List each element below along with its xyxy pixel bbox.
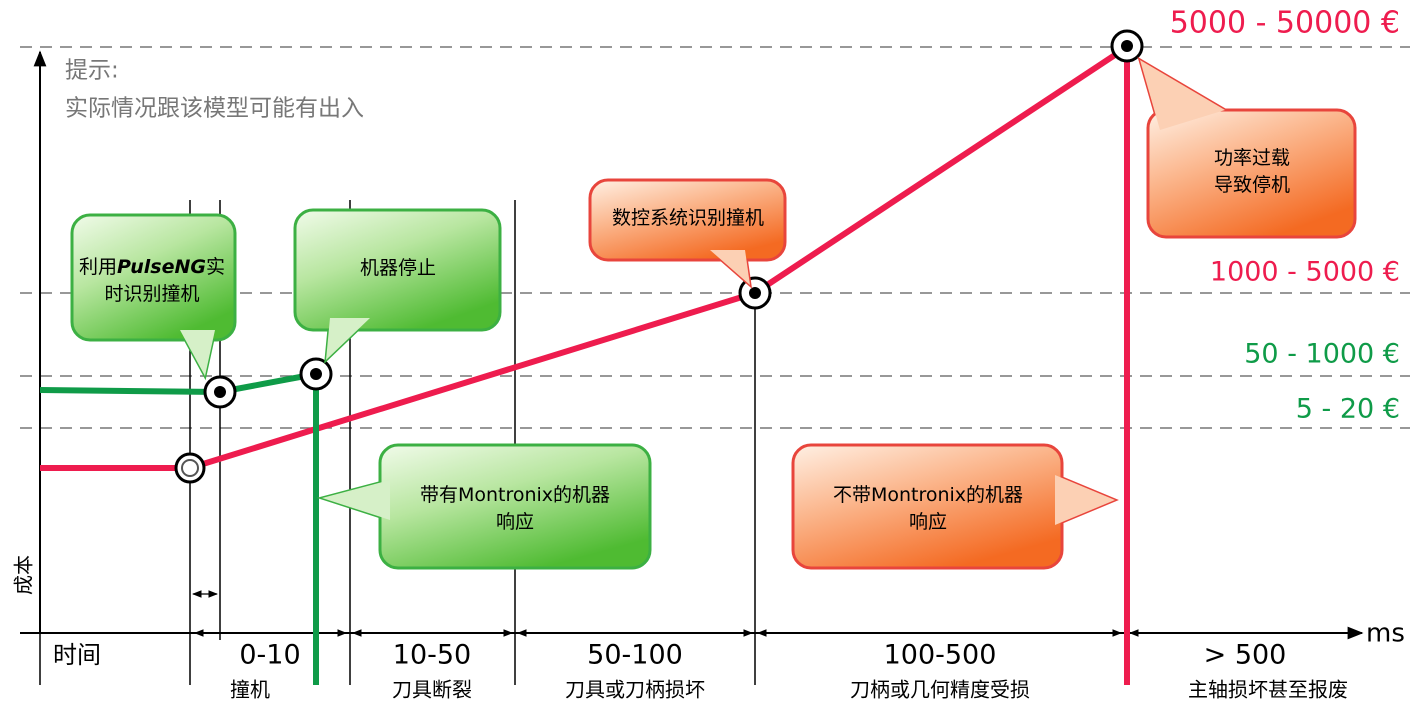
- callout-tail-cover: [710, 250, 750, 285]
- callout-text-run: 实: [206, 256, 225, 278]
- interval-range: > 500: [1204, 640, 1287, 671]
- callout-text-run: 利用: [79, 256, 117, 278]
- cost-level-lines: [20, 46, 1410, 429]
- callout-box: [791, 443, 1064, 570]
- interval-label: 刀柄或几何精度受损: [850, 678, 1030, 702]
- interval-range: 50-100: [587, 640, 683, 671]
- callout-text: 响应: [909, 511, 947, 533]
- callout-text: 功率过载: [1214, 147, 1290, 169]
- interval-label: 刀具或刀柄损坏: [565, 678, 705, 702]
- callout-text-run: 数控系统识别撞机: [612, 207, 764, 229]
- interval-label: 撞机: [230, 678, 270, 702]
- callout-text: 利用PulseNG实: [79, 256, 225, 278]
- callout-text-run: 时识别撞机: [104, 283, 199, 305]
- interval-range: 10-50: [393, 640, 471, 671]
- callout-text: 数控系统识别撞机: [612, 207, 764, 229]
- callout: 数控系统识别撞机: [588, 178, 787, 289]
- callout-text-run: 功率过载: [1214, 147, 1290, 169]
- callout-box: [1146, 108, 1357, 239]
- callout-text: 导致停机: [1214, 174, 1290, 196]
- callout-tail-cover: [326, 318, 370, 360]
- callout-text-run: 机器停止: [360, 257, 436, 279]
- callout-text-run: 响应: [909, 511, 947, 533]
- time-label: 时间: [53, 641, 101, 669]
- callout-text: 机器停止: [360, 257, 436, 279]
- x-unit: ms: [1366, 619, 1405, 649]
- event-points: [174, 29, 1144, 484]
- cost-level-label: 5000 - 50000 €: [1170, 6, 1400, 41]
- callout-text: 带有Montronix的机器: [420, 484, 610, 506]
- callout-tail-cover: [322, 480, 390, 520]
- cost-without-montronix: [40, 44, 1129, 471]
- callout-box: [378, 443, 652, 570]
- interval-range: 100-500: [884, 640, 997, 671]
- callout-tail-cover: [1140, 60, 1225, 130]
- callout-text: 时识别撞机: [104, 283, 199, 305]
- note-text: 实际情况跟该模型可能有出入: [65, 96, 364, 122]
- callout-box: [293, 208, 502, 332]
- interval-label: 刀具断裂: [392, 678, 472, 702]
- callout-tail-cover: [1055, 475, 1115, 525]
- cost-level-label: 50 - 1000 €: [1244, 339, 1400, 370]
- callout-box: [70, 213, 237, 342]
- interval-range: 0-10: [239, 640, 300, 671]
- interval-arrows: [192, 590, 1361, 637]
- y-axis-label: 成本: [12, 555, 36, 595]
- callout-text-run: PulseNG: [117, 256, 206, 278]
- callout-text-run: 导致停机: [1214, 174, 1290, 196]
- callout: 机器停止: [293, 208, 502, 364]
- cost-level-label: 1000 - 5000 €: [1210, 257, 1400, 288]
- note-title: 提示:: [65, 58, 119, 84]
- callout-text-run: 响应: [496, 511, 534, 533]
- interval-label: 主轴损坏甚至报废: [1188, 678, 1348, 702]
- cost-level-label: 5 - 20 €: [1296, 394, 1400, 425]
- callout-text-run: 不带Montronix的机器: [833, 484, 1023, 506]
- callout-tail-cover: [180, 330, 215, 376]
- callout-box: [588, 178, 787, 262]
- callout-text: 不带Montronix的机器: [833, 484, 1023, 506]
- callout-text-run: 带有Montronix的机器: [420, 484, 610, 506]
- callout-text: 响应: [496, 511, 534, 533]
